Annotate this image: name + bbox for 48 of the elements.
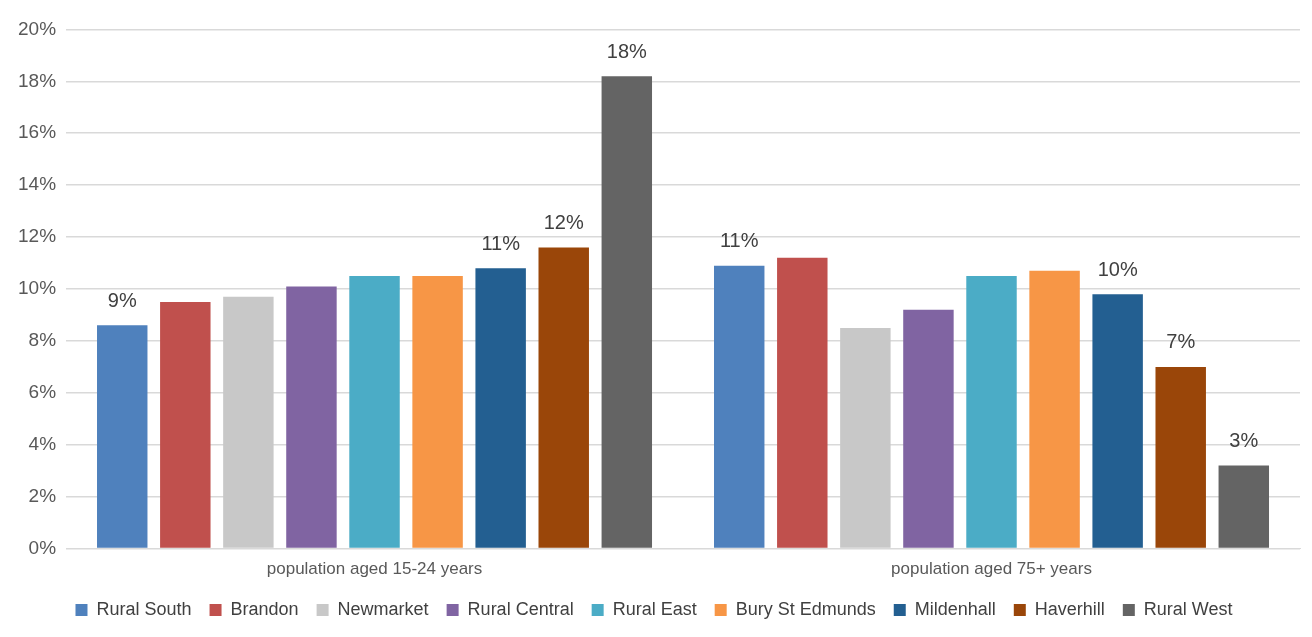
y-tick-label: 16% bbox=[18, 121, 57, 143]
legend-label: Mildenhall bbox=[914, 598, 996, 619]
legend-label: Haverhill bbox=[1034, 598, 1105, 619]
bar bbox=[1092, 294, 1143, 548]
bar bbox=[1155, 366, 1206, 548]
legend-label: Newmarket bbox=[337, 598, 429, 619]
data-label: 9% bbox=[107, 288, 137, 311]
bar bbox=[412, 276, 463, 548]
data-label: 18% bbox=[606, 39, 648, 62]
data-label: 10% bbox=[1097, 257, 1138, 280]
y-tick-label: 8% bbox=[28, 329, 57, 351]
data-label: 7% bbox=[1166, 330, 1196, 353]
bar bbox=[777, 257, 828, 548]
y-tick-label: 12% bbox=[18, 225, 57, 247]
y-tick-label: 14% bbox=[18, 173, 57, 195]
bar bbox=[286, 286, 337, 548]
y-tick-label: 18% bbox=[18, 69, 57, 91]
x-tick-label: population aged 75+ years bbox=[891, 559, 1092, 579]
y-tick-label: 10% bbox=[18, 277, 57, 299]
bar bbox=[475, 268, 526, 548]
bar bbox=[840, 327, 891, 548]
bar bbox=[903, 309, 954, 548]
data-label: 11% bbox=[481, 231, 521, 254]
legend-label: Rural Central bbox=[467, 598, 574, 619]
x-tick-label: population aged 15-24 years bbox=[266, 559, 483, 579]
data-label: 12% bbox=[543, 210, 584, 233]
y-tick-label: 2% bbox=[28, 484, 57, 506]
bar bbox=[966, 276, 1017, 548]
legend-label: Bury St Edmunds bbox=[735, 598, 876, 619]
legend-label: Rural East bbox=[612, 598, 697, 619]
y-tick-label: 20% bbox=[18, 17, 57, 39]
data-label: 11% bbox=[719, 229, 759, 252]
bar bbox=[538, 247, 589, 548]
bar bbox=[349, 276, 400, 548]
bar bbox=[1218, 465, 1270, 548]
y-tick-label: 4% bbox=[28, 432, 57, 454]
legend-label: Rural West bbox=[1143, 598, 1233, 619]
bar bbox=[160, 301, 211, 548]
legend-label: Brandon bbox=[230, 598, 299, 619]
y-tick-label: 6% bbox=[28, 381, 57, 403]
bar bbox=[97, 325, 148, 548]
data-label: 3% bbox=[1229, 429, 1259, 452]
y-tick-label: 0% bbox=[28, 536, 57, 558]
bar bbox=[1029, 270, 1080, 548]
bar bbox=[223, 296, 274, 548]
legend-label: Rural South bbox=[96, 598, 192, 619]
bar bbox=[601, 76, 653, 548]
bar bbox=[714, 265, 765, 548]
